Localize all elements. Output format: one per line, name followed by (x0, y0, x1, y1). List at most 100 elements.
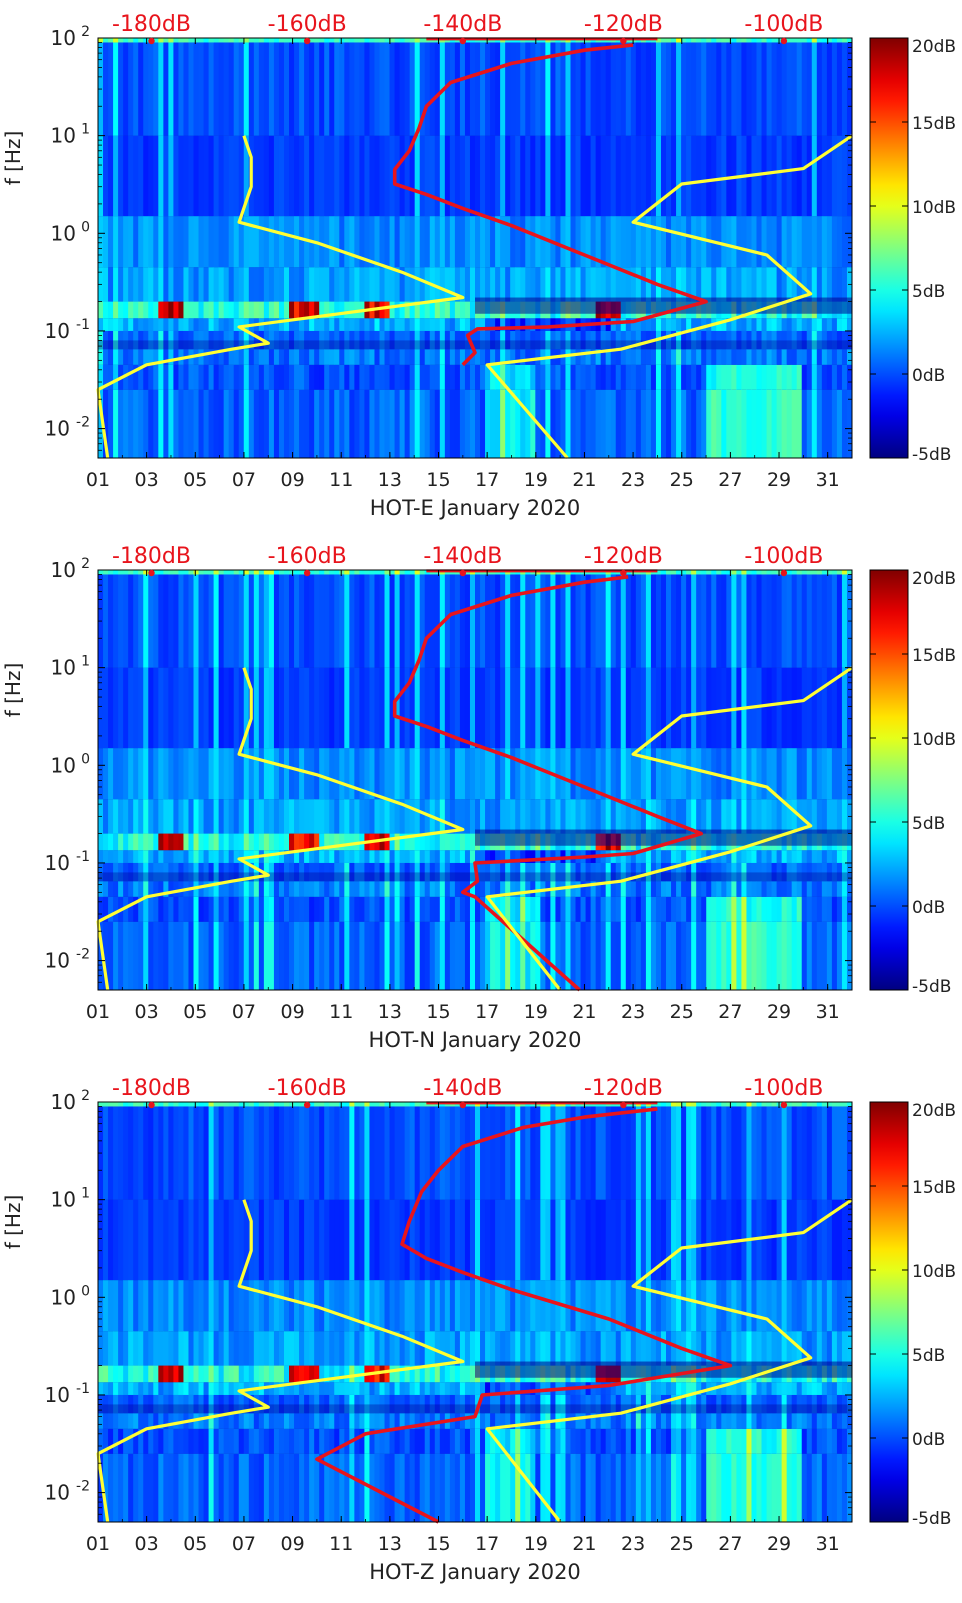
top-db-axis-label: -140dB (423, 12, 502, 37)
colorbar-label: 5dB (912, 1346, 945, 1366)
top-db-axis-label: -120dB (584, 1076, 663, 1101)
x-tick-label: 11 (329, 1001, 353, 1023)
x-tick-label: 01 (86, 1001, 110, 1023)
x-tick-label: 03 (135, 1001, 159, 1023)
x-tick-label: 01 (86, 1533, 110, 1555)
colorbar-label: 0dB (912, 366, 945, 386)
top-db-tick-marker (304, 38, 310, 44)
x-tick-label: 13 (378, 1001, 402, 1023)
top-db-tick-marker (620, 38, 626, 44)
colorbar (870, 38, 908, 458)
x-tick-label: 25 (670, 1001, 694, 1023)
x-tick-label: 07 (232, 1001, 256, 1023)
top-db-axis-label: -100dB (744, 1076, 823, 1101)
x-tick-label: 17 (475, 1533, 499, 1555)
colorbar-label: 5dB (912, 814, 945, 834)
y-tick-label: 10-2 (45, 947, 90, 973)
colorbar-label: 5dB (912, 282, 945, 302)
x-tick-label: 05 (183, 1001, 207, 1023)
x-tick-label: 29 (767, 1001, 791, 1023)
x-tick-label: 07 (232, 1533, 256, 1555)
top-db-axis-label: -140dB (423, 544, 502, 569)
top-db-axis-label: -180dB (112, 12, 191, 37)
colorbar-label: -5dB (912, 445, 951, 465)
colorbar (870, 1102, 908, 1522)
colorbar-label: 15dB (912, 1178, 956, 1198)
top-db-axis-label: -180dB (112, 544, 191, 569)
x-tick-label: 31 (816, 1533, 840, 1555)
x-tick-label: 29 (767, 1533, 791, 1555)
top-db-axis-label: -160dB (268, 544, 347, 569)
x-tick-label: 21 (572, 1533, 596, 1555)
top-db-tick-marker (620, 570, 626, 576)
x-tick-label: 19 (524, 1001, 548, 1023)
x-axis-label: HOT-Z January 2020 (369, 1560, 581, 1584)
y-tick-label: 10-2 (45, 415, 90, 441)
x-tick-label: 29 (767, 469, 791, 491)
x-tick-label: 27 (718, 469, 742, 491)
x-tick-label: 21 (572, 469, 596, 491)
x-tick-label: 23 (621, 469, 645, 491)
x-tick-label: 13 (378, 469, 402, 491)
top-db-axis-label: -120dB (584, 544, 663, 569)
top-db-axis-label: -160dB (268, 12, 347, 37)
top-db-axis-label: -140dB (423, 1076, 502, 1101)
top-db-tick-marker (460, 38, 466, 44)
colorbar (870, 570, 908, 990)
y-axis-label: f [Hz] (1, 663, 25, 718)
x-tick-label: 15 (426, 1533, 450, 1555)
colorbar-label: 10dB (912, 730, 956, 750)
x-tick-label: 15 (426, 469, 450, 491)
x-tick-label: 11 (329, 1533, 353, 1555)
colorbar-label: 15dB (912, 646, 956, 666)
top-db-axis-label: -160dB (268, 1076, 347, 1101)
x-axis-label: HOT-N January 2020 (369, 1028, 582, 1052)
x-tick-label: 23 (621, 1001, 645, 1023)
y-tick-label: 10-1 (45, 317, 90, 343)
x-tick-label: 27 (718, 1533, 742, 1555)
top-db-tick-marker (304, 570, 310, 576)
top-db-tick-marker (460, 1102, 466, 1108)
x-tick-label: 13 (378, 1533, 402, 1555)
colorbar-label: 0dB (912, 898, 945, 918)
x-tick-label: 27 (718, 1001, 742, 1023)
top-db-tick-marker (148, 570, 154, 576)
colorbar-label: 10dB (912, 198, 956, 218)
x-tick-label: 07 (232, 469, 256, 491)
colorbar-label: 20dB (912, 569, 956, 589)
top-db-axis-label: -100dB (744, 12, 823, 37)
x-tick-label: 25 (670, 469, 694, 491)
top-db-tick-marker (148, 1102, 154, 1108)
top-db-tick-marker (148, 38, 154, 44)
top-db-axis-label: -100dB (744, 544, 823, 569)
x-tick-label: 03 (135, 469, 159, 491)
top-db-tick-marker (781, 570, 787, 576)
x-tick-label: 09 (280, 1533, 304, 1555)
x-tick-label: 05 (183, 469, 207, 491)
colorbar-label: -5dB (912, 1509, 951, 1529)
x-tick-label: 31 (816, 469, 840, 491)
top-db-tick-marker (781, 38, 787, 44)
colorbar-label: 10dB (912, 1262, 956, 1282)
x-tick-label: 19 (524, 1533, 548, 1555)
x-tick-label: 21 (572, 1001, 596, 1023)
top-db-tick-marker (304, 1102, 310, 1108)
x-tick-label: 01 (86, 469, 110, 491)
x-tick-label: 19 (524, 469, 548, 491)
x-tick-label: 09 (280, 469, 304, 491)
x-tick-label: 05 (183, 1533, 207, 1555)
y-tick-label: 10-1 (45, 1381, 90, 1407)
